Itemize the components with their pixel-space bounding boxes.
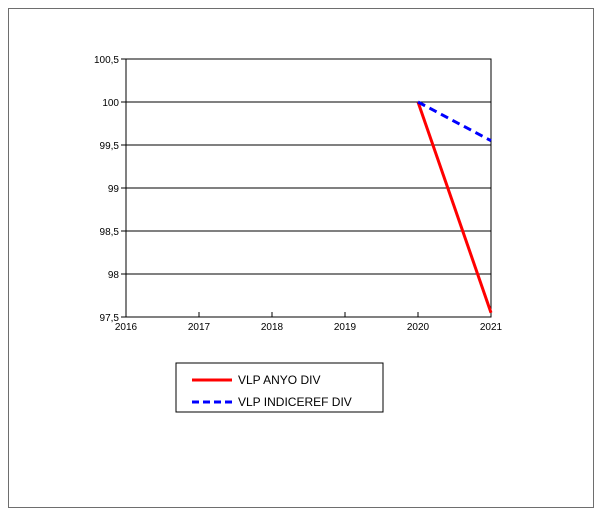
x-tick-label: 2018 — [261, 322, 284, 333]
y-tick-label: 100,5 — [94, 55, 119, 66]
series-line-vlp-anyo-div — [416, 101, 493, 314]
x-tick-label: 2020 — [407, 322, 430, 333]
y-tick-label: 100 — [102, 98, 119, 109]
legend-label-vlp-indiceref-div: VLP INDICEREF DIV — [238, 395, 352, 409]
legend: VLP ANYO DIV VLP INDICEREF DIV — [175, 362, 384, 413]
x-tick-label: 2017 — [188, 322, 211, 333]
legend-box — [175, 362, 384, 413]
legend-label-vlp-anyo-div: VLP ANYO DIV — [238, 373, 320, 387]
chart-frame — [8, 8, 594, 508]
x-tick-label: 2019 — [334, 322, 357, 333]
x-tick-label: 2021 — [480, 322, 503, 333]
y-tick-label: 99,5 — [100, 141, 120, 152]
y-tick-label: 98 — [108, 270, 120, 281]
gridlines — [126, 58, 491, 318]
y-tick-label: 97,5 — [100, 313, 120, 324]
series-line-vlp-indiceref-div — [417, 100, 492, 143]
y-tick-label: 98,5 — [100, 227, 120, 238]
x-tick-label: 2016 — [115, 322, 138, 333]
series — [416, 100, 493, 314]
y-tick-label: 99 — [108, 184, 120, 195]
